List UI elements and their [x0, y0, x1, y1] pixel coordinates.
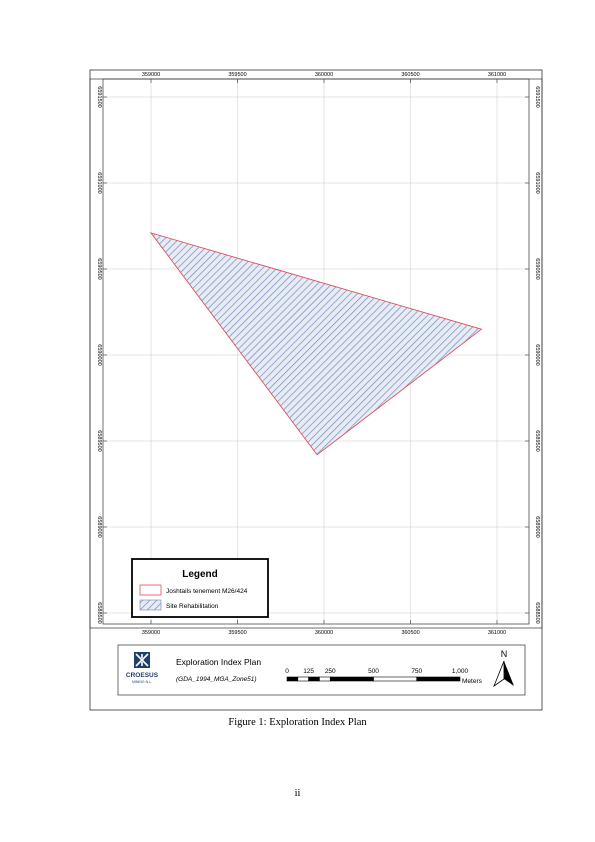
scale-segment [329, 676, 374, 682]
logo-subtitle: MINING N.L. [132, 680, 152, 684]
scale-segment [297, 676, 309, 682]
legend-title: Legend [182, 569, 218, 580]
easting-label-top: 359000 [142, 72, 160, 78]
northing-label-right: 6591000 [534, 172, 540, 193]
northing-label-left: 6590500 [96, 258, 102, 279]
easting-label-bottom: 361000 [488, 630, 506, 636]
projection-label: (GDA_1994_MGA_Zone51) [176, 676, 257, 683]
legend: Legend Joshtails tenement M26/424 Site R… [131, 558, 269, 618]
title-block-frame [117, 644, 526, 696]
easting-label-top: 361000 [488, 72, 506, 78]
scale-segment [373, 676, 418, 682]
scale-label: 1,000 [452, 668, 469, 675]
scale-unit-label: Meters [462, 678, 483, 685]
scale-segment [319, 676, 331, 682]
figure-caption: Figure 1: Exploration Index Plan [228, 717, 367, 728]
legend-tenement-label: Joshtails tenement M26/424 [166, 588, 248, 595]
northing-label-right: 6589500 [534, 430, 540, 451]
scale-label: 125 [303, 668, 314, 675]
northing-label-left: 6591000 [96, 172, 102, 193]
scale-label: 0 [285, 668, 289, 675]
easting-label-bottom: 359000 [142, 630, 160, 636]
site-rehabilitation-polygon [149, 232, 483, 456]
scale-segment [286, 676, 299, 682]
northing-label-left: 6589000 [96, 516, 102, 537]
northing-label-right: 6590000 [534, 344, 540, 365]
legend-rehab-symbol [139, 599, 162, 611]
scale-label: 750 [411, 668, 422, 675]
northing-label-left: 6590000 [96, 344, 102, 365]
logo-pinwheel-icon [135, 653, 149, 667]
northing-label-right: 6589000 [534, 516, 540, 537]
easting-label-top: 359500 [228, 72, 246, 78]
title-block: CROESUS MINING N.L. Exploration Index Pl… [117, 644, 526, 696]
scale-bar: 0 125 250 500 750 1,000 Meters [285, 668, 482, 685]
northing-label-left: 6591500 [96, 86, 102, 107]
easting-label-bottom: 359500 [228, 630, 246, 636]
easting-label-top: 360000 [315, 72, 333, 78]
croesus-logo: CROESUS MINING N.L. [126, 652, 159, 684]
map-frame-inner [102, 78, 530, 625]
north-arrow-dark-half [504, 661, 514, 686]
plan-title: Exploration Index Plan [176, 657, 261, 667]
easting-label-top: 360500 [401, 72, 419, 78]
scale-segment [308, 676, 320, 682]
scale-label: 500 [368, 668, 379, 675]
easting-label-bottom: 360500 [401, 630, 419, 636]
northing-label-left: 6589500 [96, 430, 102, 451]
scale-segment [416, 676, 461, 682]
scale-label: 250 [325, 668, 336, 675]
page-number: ii [294, 788, 301, 799]
northing-label-left: 6588500 [96, 602, 102, 623]
easting-label-bottom: 360000 [315, 630, 333, 636]
northing-label-right: 6588500 [534, 602, 540, 623]
legend-rehab-label: Site Rehabilitation [166, 603, 219, 610]
logo-name: CROESUS [126, 672, 159, 679]
northing-label-right: 6591500 [534, 86, 540, 107]
coordinate-labels: 359000 359000 359500 359500 360000 360000 3605… [96, 72, 540, 636]
north-label: N [501, 649, 508, 659]
legend-tenement-symbol [139, 584, 162, 596]
north-arrow: N [493, 649, 514, 688]
northing-label-right: 6590500 [534, 258, 540, 279]
